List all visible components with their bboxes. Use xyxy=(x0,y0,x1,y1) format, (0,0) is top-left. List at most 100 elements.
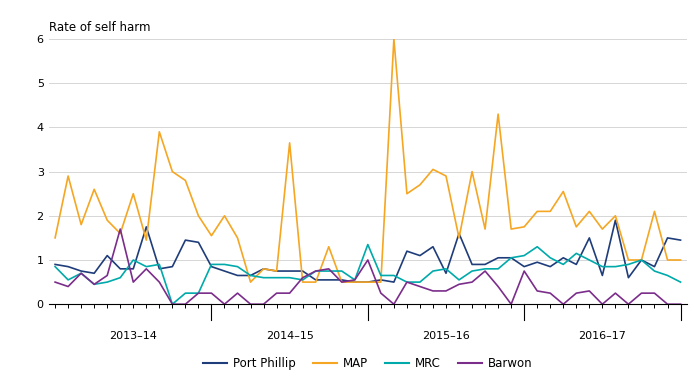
Port Phillip xyxy=(273,269,281,273)
MAP xyxy=(559,189,568,194)
MRC xyxy=(663,273,672,278)
MRC xyxy=(455,278,463,282)
MAP xyxy=(181,178,189,183)
MRC xyxy=(90,282,99,287)
Port Phillip xyxy=(650,264,659,269)
Barwon xyxy=(350,278,359,282)
Port Phillip xyxy=(116,266,124,271)
Barwon xyxy=(312,269,320,273)
MRC xyxy=(520,253,528,258)
MAP xyxy=(390,37,398,41)
MRC xyxy=(350,278,359,282)
MAP xyxy=(64,174,72,178)
Port Phillip xyxy=(168,264,176,269)
Barwon xyxy=(455,282,463,287)
MAP xyxy=(533,209,541,214)
Text: 2015–16: 2015–16 xyxy=(422,331,470,341)
MRC xyxy=(494,266,502,271)
Port Phillip xyxy=(129,266,137,271)
Barwon xyxy=(168,302,176,307)
MRC xyxy=(377,273,385,278)
Barwon xyxy=(64,284,72,289)
Port Phillip xyxy=(507,255,516,260)
MAP xyxy=(637,258,645,262)
Barwon xyxy=(51,280,59,284)
MRC xyxy=(116,275,124,280)
MAP xyxy=(260,266,268,271)
Barwon xyxy=(273,291,281,296)
MRC xyxy=(442,266,450,271)
MRC xyxy=(260,275,268,280)
MAP xyxy=(103,218,111,223)
Port Phillip xyxy=(481,262,489,267)
Barwon xyxy=(325,266,333,271)
Port Phillip xyxy=(546,264,555,269)
Port Phillip xyxy=(598,273,607,278)
MRC xyxy=(598,264,607,269)
MAP xyxy=(90,187,99,191)
Barwon xyxy=(233,291,242,296)
Text: Rate of self harm: Rate of self harm xyxy=(49,21,150,34)
MAP xyxy=(77,222,85,227)
Port Phillip xyxy=(298,269,307,273)
Barwon xyxy=(572,291,580,296)
MAP xyxy=(233,236,242,240)
Barwon xyxy=(677,302,685,307)
MAP xyxy=(246,280,255,284)
Legend: Port Phillip, MAP, MRC, Barwon: Port Phillip, MAP, MRC, Barwon xyxy=(198,353,537,375)
MRC xyxy=(429,269,437,273)
MAP xyxy=(663,258,672,262)
Port Phillip xyxy=(312,278,320,282)
Port Phillip xyxy=(260,266,268,271)
Barwon xyxy=(481,269,489,273)
Barwon xyxy=(507,302,516,307)
MAP xyxy=(168,169,176,174)
MAP xyxy=(650,209,659,214)
MRC xyxy=(481,266,489,271)
Barwon xyxy=(494,284,502,289)
Port Phillip xyxy=(142,225,151,229)
MRC xyxy=(546,255,555,260)
Port Phillip xyxy=(181,238,189,243)
MRC xyxy=(533,245,541,249)
Port Phillip xyxy=(77,269,85,273)
Line: MRC: MRC xyxy=(55,245,681,304)
MAP xyxy=(142,238,151,243)
Barwon xyxy=(390,302,398,307)
MRC xyxy=(625,262,633,267)
Barwon xyxy=(116,227,124,231)
Text: 2014–15: 2014–15 xyxy=(266,331,314,341)
MAP xyxy=(625,258,633,262)
MAP xyxy=(677,258,685,262)
Barwon xyxy=(246,302,255,307)
MRC xyxy=(650,269,659,273)
MAP xyxy=(273,269,281,273)
MAP xyxy=(220,213,228,218)
Barwon xyxy=(663,302,672,307)
Line: MAP: MAP xyxy=(55,39,681,282)
Barwon xyxy=(298,275,307,280)
MAP xyxy=(155,129,164,134)
Barwon xyxy=(625,302,633,307)
MRC xyxy=(77,271,85,276)
MAP xyxy=(208,233,216,238)
Port Phillip xyxy=(246,273,255,278)
Barwon xyxy=(429,289,437,293)
Port Phillip xyxy=(403,249,411,254)
Port Phillip xyxy=(677,238,685,243)
MAP xyxy=(51,236,59,240)
Port Phillip xyxy=(208,264,216,269)
Barwon xyxy=(142,266,151,271)
Barwon xyxy=(598,302,607,307)
Port Phillip xyxy=(64,264,72,269)
MAP xyxy=(507,227,516,231)
Port Phillip xyxy=(468,262,476,267)
MAP xyxy=(350,280,359,284)
Text: 2016–17: 2016–17 xyxy=(578,331,626,341)
MAP xyxy=(416,183,424,187)
MRC xyxy=(233,264,242,269)
MRC xyxy=(246,273,255,278)
Port Phillip xyxy=(663,236,672,240)
Port Phillip xyxy=(90,271,99,276)
Barwon xyxy=(220,302,228,307)
